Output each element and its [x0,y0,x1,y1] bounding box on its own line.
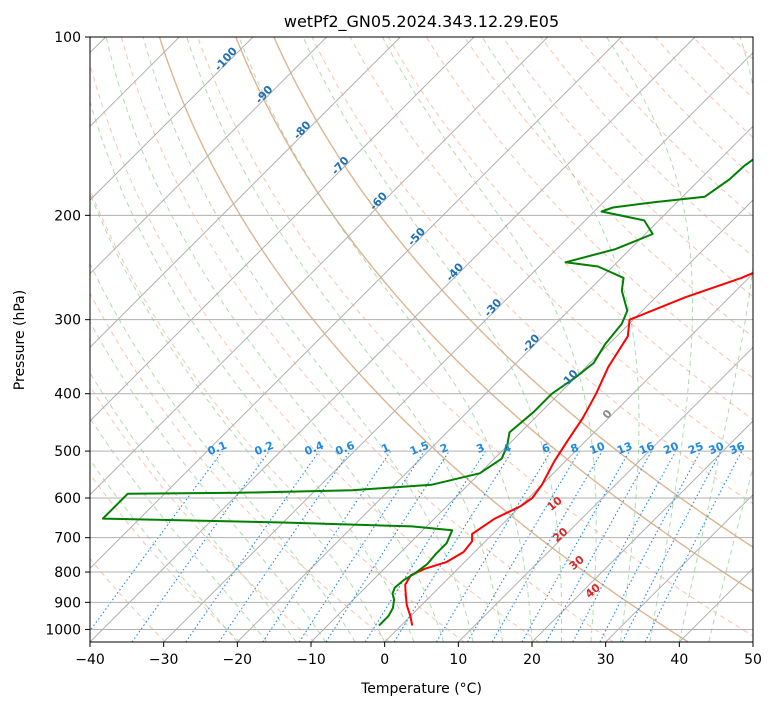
dry-adiabat-line [311,37,753,505]
dry-adiabat-line [90,188,465,642]
mixing-ratio-line [298,450,425,642]
dry-adiabat-line [90,385,316,642]
moist-adiabat-line [381,37,597,642]
mixing-ratio-line [131,450,270,642]
isotherm-line [236,125,753,642]
isentrope-line [273,37,753,548]
mixing-ratio-label: 36 [728,439,747,457]
mixing-ratio-line [521,450,630,642]
isotherm-line [163,51,753,642]
moist-adiabat-line [90,371,297,642]
x-tick-label: −10 [296,652,326,668]
mixing-ratio-label: 1 [380,441,392,456]
mixing-ratio-line [90,450,223,632]
y-tick-label: 400 [54,387,81,403]
dry-adiabat-line [197,37,753,637]
mixing-ratio-line [325,450,450,642]
dry-adiabat-line [90,62,540,642]
plot-frame [89,36,754,643]
x-tick-label: 40 [670,652,688,668]
y-axis-label: Pressure (hPa) [12,290,28,390]
chart-title: wetPf2_GN05.2024.343.12.29.E05 [284,12,559,32]
isotherm-line [90,37,622,570]
y-tick-label: 200 [54,208,81,224]
x-tick-label: 50 [744,652,762,668]
isotherm-line [531,420,753,642]
isotherm-line [90,37,475,422]
isotherm-line [752,641,753,642]
dry-adiabat-line [387,37,753,420]
isotherm-line [90,37,401,349]
moist-adiabat-line [90,417,268,642]
isotherm-line [90,37,254,201]
y-tick-label: 1000 [45,622,81,638]
pressure-gridlines [90,37,753,630]
isotherm-line [310,199,753,642]
y-tick-label: 600 [54,491,81,507]
y-axis: 1000 900 800 700 600 500 400 300 200 100 [45,30,90,638]
x-tick-label: 0 [380,652,389,668]
y-tick-label: 100 [54,30,81,46]
x-axis: −40 −30 −20 −10 0 10 20 30 40 50 [75,642,762,668]
moist-adiabat-line [90,262,356,642]
dry-adiabat-line [90,292,390,642]
mixing-ratio-label: 30 [707,439,726,457]
moist-adiabat-line [186,37,503,642]
mixing-ratio-label: 13 [615,440,634,458]
x-tick-label: 30 [597,652,615,668]
moist-adiabat-line [606,37,693,642]
moist-adiabat-line [90,459,238,642]
moist-adiabat-line [90,192,386,642]
x-tick-label: −40 [75,652,105,668]
isotherm-line [90,37,549,496]
x-tick-label: −20 [223,652,253,668]
y-tick-label: 700 [54,531,81,547]
profile-series [101,158,753,627]
mixing-ratio-label: 3 [474,441,486,456]
y-tick-label: 900 [54,595,81,611]
mixing-ratio-line [572,450,677,642]
mixing-ratio-line [545,450,653,642]
mixing-ratio-line [218,450,351,642]
mixing-ratio-label: 8 [569,441,581,456]
x-tick-label: 20 [523,652,541,668]
moist-adiabat-line [481,37,640,642]
y-tick-label: 800 [54,565,81,581]
mixing-ratio-line [644,450,743,642]
mixing-ratio-label: 16 [637,439,656,457]
plot-background [90,37,753,642]
mixing-ratio-label: 20 [662,439,681,457]
isotherm-line [384,272,753,642]
dry-adiabat-line [349,37,753,462]
y-tick-label: 300 [54,313,81,329]
x-axis-label: Temperature (°C) [360,681,482,697]
mixing-ratio-line [262,450,392,642]
x-tick-label: −30 [149,652,179,668]
moist-adiabat-line [238,37,533,642]
mixing-ratio-line [185,450,320,642]
isotherm-line [605,493,753,642]
y-tick-label: 500 [54,444,81,460]
background-lines [90,37,775,642]
x-tick-label: 10 [449,652,467,668]
moist-adiabat-line [105,37,445,642]
moist-adiabat-line [302,37,563,642]
dewpoint-profile-line [101,158,753,627]
isotherm-line [90,37,328,275]
isotherm-line [90,37,696,642]
mixing-ratio-label: 25 [686,440,705,458]
mixing-ratio-label: 2 [438,441,450,456]
isotherm-line [457,346,753,642]
mixing-ratio-line [393,450,513,642]
moist-adiabat-line [142,37,474,642]
mixing-ratio-label: 10 [588,439,607,457]
dry-adiabat-line [235,37,753,592]
dry-adiabat-line [770,37,775,642]
dry-adiabat-line [159,37,689,642]
